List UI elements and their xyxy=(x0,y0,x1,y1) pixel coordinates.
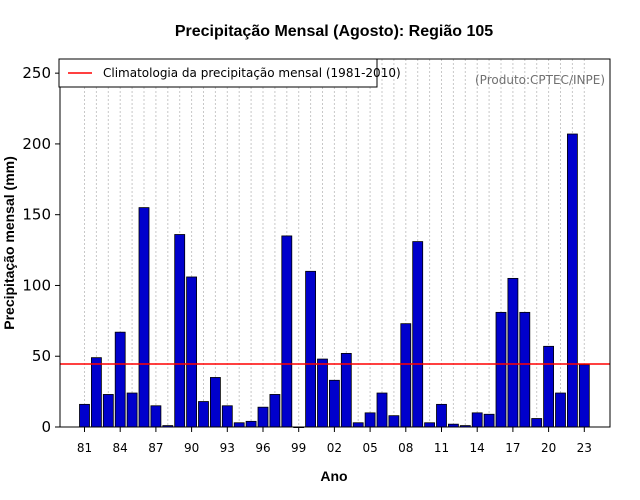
bar-1997 xyxy=(269,394,281,428)
bar-2009 xyxy=(412,241,424,428)
x-tick-label: 05 xyxy=(362,441,377,455)
legend-label: Climatologia da precipitação mensal (198… xyxy=(103,66,401,80)
bar-2015 xyxy=(483,413,495,428)
y-axis-label: Precipitação mensal (mm) xyxy=(1,156,17,330)
y-tick-label: 150 xyxy=(22,206,51,224)
bar-2023 xyxy=(578,364,590,428)
x-tick-label: 20 xyxy=(541,441,556,455)
bar-2020 xyxy=(543,345,554,428)
bar-1983 xyxy=(102,394,114,428)
x-axis: 81 84 87 90 93 96 99 02 05 08 11 14 17 20 23 xyxy=(77,427,592,455)
bar-1998 xyxy=(281,235,293,428)
x-tick-label: 08 xyxy=(398,441,413,455)
bar-2010 xyxy=(424,422,436,428)
bar-1991 xyxy=(198,401,209,428)
x-tick-label: 99 xyxy=(291,441,306,455)
bar-2016 xyxy=(495,311,507,428)
x-tick-label: 14 xyxy=(470,441,485,455)
grid xyxy=(84,59,585,427)
bar-2007 xyxy=(388,415,400,428)
bar-1993 xyxy=(221,405,233,428)
bar-2008 xyxy=(400,323,412,428)
bar-2001 xyxy=(317,358,328,428)
bar-2011 xyxy=(436,403,447,428)
source-label: (Produto:CPTEC/INPE) xyxy=(475,73,605,87)
y-tick-label: 250 xyxy=(22,64,51,82)
x-tick-label: 84 xyxy=(113,441,128,455)
bar-2022 xyxy=(567,133,578,428)
bar-1986 xyxy=(138,207,150,428)
y-tick-label: 100 xyxy=(22,276,51,294)
x-tick-label: 81 xyxy=(77,441,92,455)
legend: Climatologia da precipitação mensal (198… xyxy=(58,58,401,88)
bar-1985 xyxy=(126,392,138,428)
x-tick-label: 87 xyxy=(148,441,163,455)
bar-1996 xyxy=(257,406,269,428)
x-tick-label: 96 xyxy=(255,441,270,455)
bar-1995 xyxy=(245,420,257,428)
bar-1987 xyxy=(150,405,162,428)
bar-2021 xyxy=(555,392,566,428)
x-tick-label: 90 xyxy=(184,441,199,455)
y-tick-label: 50 xyxy=(32,347,51,365)
bar-2000 xyxy=(305,270,317,428)
x-tick-label: 11 xyxy=(434,441,449,455)
bar-1992 xyxy=(209,377,221,428)
x-tick-label: 17 xyxy=(505,441,520,455)
y-axis: 0 50 100 150 200 250 xyxy=(22,64,60,436)
chart-title: Precipitação Mensal (Agosto): Região 105 xyxy=(175,23,493,40)
bar-1990 xyxy=(186,276,198,428)
x-tick-label: 02 xyxy=(327,441,342,455)
bar-2019 xyxy=(531,418,543,428)
bar-2005 xyxy=(364,412,376,428)
bar-2004 xyxy=(352,422,364,428)
y-tick-label: 200 xyxy=(22,135,51,153)
bar-1989 xyxy=(174,234,186,428)
bar-2018 xyxy=(519,311,531,428)
x-axis-label: Ano xyxy=(320,468,347,484)
x-tick-label: 93 xyxy=(220,441,235,455)
bar-1984 xyxy=(114,331,126,428)
bar-2006 xyxy=(376,392,388,428)
bar-1994 xyxy=(233,422,245,428)
bar-2014 xyxy=(471,412,483,428)
legend-box xyxy=(58,58,378,88)
bar-2002 xyxy=(328,379,340,428)
bars xyxy=(79,133,590,429)
bar-1981 xyxy=(79,403,90,428)
x-tick-label: 23 xyxy=(577,441,592,455)
y-tick-label: 0 xyxy=(41,418,51,436)
bar-1982 xyxy=(91,357,102,428)
bar-2017 xyxy=(507,277,519,428)
